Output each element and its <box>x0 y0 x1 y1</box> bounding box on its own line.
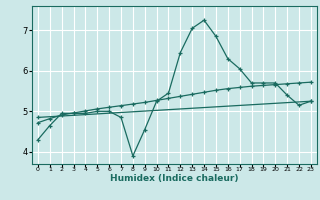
X-axis label: Humidex (Indice chaleur): Humidex (Indice chaleur) <box>110 174 239 183</box>
